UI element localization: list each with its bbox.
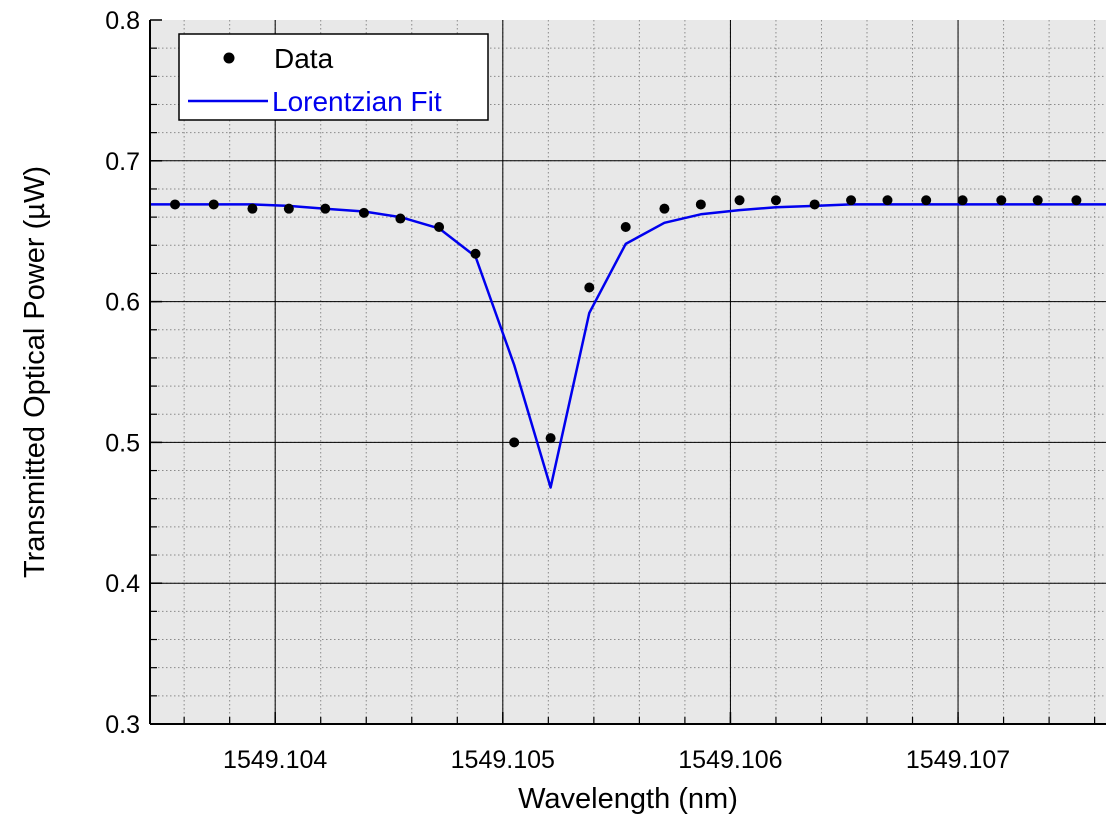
legend: Data Lorentzian Fit — [178, 33, 489, 121]
data-point — [1032, 195, 1043, 206]
data-point — [770, 195, 781, 206]
data-point — [1071, 195, 1082, 206]
y-tick-label: 0.6 — [105, 289, 140, 317]
legend-data-marker — [223, 52, 235, 64]
x-tick-label: 1549.104 — [223, 746, 327, 774]
data-point — [247, 203, 258, 214]
data-point — [434, 221, 445, 232]
fit-line — [150, 203, 1106, 489]
fit-series — [150, 203, 1106, 489]
data-point — [921, 195, 932, 206]
data-point — [545, 433, 556, 444]
data-point — [320, 203, 331, 214]
plot-area — [150, 20, 1106, 724]
y-tick-label: 0.5 — [105, 429, 140, 457]
data-point — [809, 199, 820, 210]
y-tick-label: 0.3 — [105, 711, 140, 739]
x-tick-label: 1549.107 — [906, 746, 1010, 774]
x-tick-label: 1549.105 — [451, 746, 555, 774]
data-point — [470, 248, 481, 259]
data-point — [584, 282, 595, 293]
data-point — [734, 195, 745, 206]
data-point — [882, 195, 893, 206]
major-grid — [150, 20, 1106, 724]
x-tick-labels: 1549.104 1549.105 1549.106 1549.107 — [223, 746, 1010, 774]
x-axis-label: Wavelength (nm) — [518, 783, 738, 815]
legend-data-label: Data — [274, 43, 334, 74]
data-point — [996, 195, 1007, 206]
axes — [149, 20, 1106, 725]
y-tick-labels: 0.3 0.4 0.5 0.6 0.7 0.8 — [105, 7, 140, 739]
y-tick-label: 0.4 — [105, 570, 140, 598]
y-tick-label: 0.8 — [105, 7, 140, 35]
legend-box — [178, 33, 489, 121]
data-point — [283, 203, 294, 214]
data-series — [170, 195, 1082, 448]
data-point — [395, 213, 406, 224]
data-point — [620, 221, 631, 232]
data-point — [659, 203, 670, 214]
y-tick-label: 0.7 — [105, 148, 140, 176]
data-point — [846, 195, 857, 206]
legend-fit-label: Lorentzian Fit — [272, 86, 442, 117]
data-point — [957, 195, 968, 206]
y-axis-label: Transmitted Optical Power (µW) — [19, 166, 51, 578]
x-tick-label: 1549.106 — [678, 746, 782, 774]
data-point — [170, 199, 181, 210]
tick-marks — [150, 19, 1096, 725]
data-point — [695, 199, 706, 210]
data-point — [509, 437, 520, 448]
data-point — [358, 207, 369, 218]
data-point — [208, 199, 219, 210]
